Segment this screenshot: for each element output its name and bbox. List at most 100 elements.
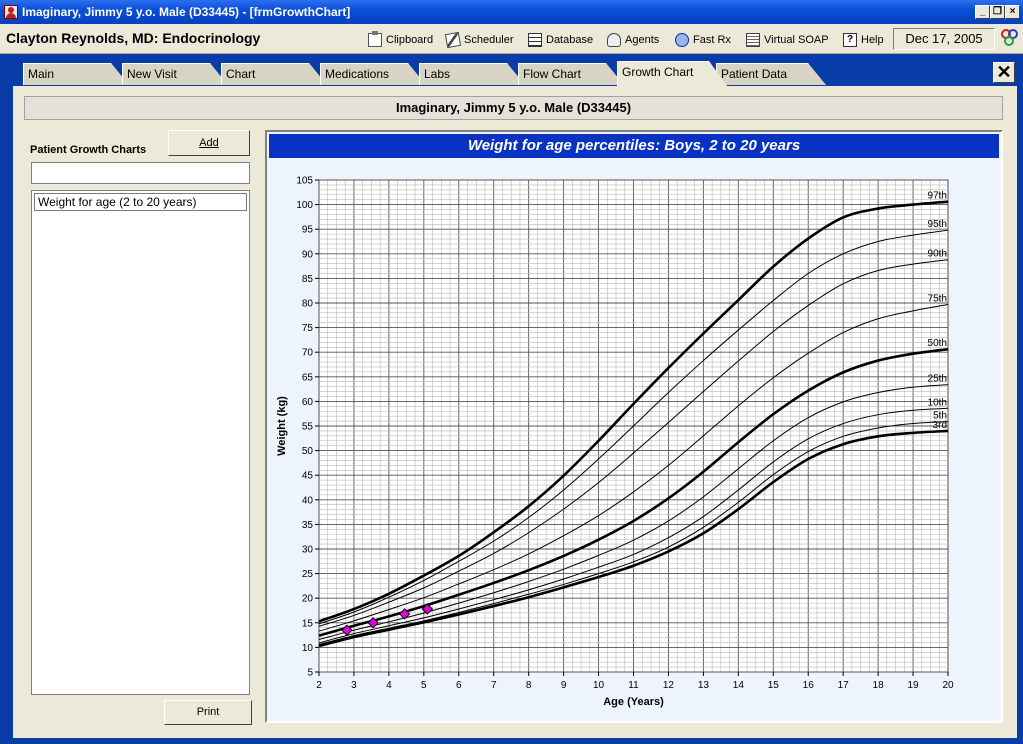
help-button[interactable]: ? Help bbox=[843, 32, 884, 48]
y-tick-label: 55 bbox=[302, 422, 314, 433]
chart-list[interactable]: Weight for age (2 to 20 years) bbox=[31, 190, 250, 695]
percentile-label-5th: 5th bbox=[933, 411, 947, 422]
clipboard-label: Clipboard bbox=[386, 34, 434, 46]
scheduler-icon bbox=[444, 31, 462, 49]
x-tick-label: 10 bbox=[593, 680, 605, 691]
patient-header: Imaginary, Jimmy 5 y.o. Male (D33445) bbox=[24, 96, 1003, 120]
y-axis-label: Weight (kg) bbox=[276, 396, 288, 456]
x-tick-label: 5 bbox=[421, 680, 427, 691]
y-tick-label: 35 bbox=[302, 520, 314, 531]
x-tick-label: 19 bbox=[907, 680, 919, 691]
percentile-line-97th bbox=[318, 200, 949, 623]
y-tick-label: 105 bbox=[296, 176, 313, 187]
percentile-label-10th: 10th bbox=[928, 397, 947, 408]
patient-growth-charts-label: Patient Growth Charts bbox=[30, 144, 147, 156]
percentile-label-95th: 95th bbox=[928, 219, 947, 230]
x-tick-label: 13 bbox=[698, 680, 710, 691]
database-icon bbox=[528, 33, 542, 47]
app-user-icon bbox=[4, 5, 18, 19]
x-tick-label: 16 bbox=[803, 680, 815, 691]
fast-rx-label: Fast Rx bbox=[693, 34, 731, 46]
percentile-line-25th bbox=[318, 384, 949, 641]
x-axis-label: Age (Years) bbox=[603, 696, 664, 708]
y-tick-label: 45 bbox=[302, 471, 314, 482]
y-tick-label: 20 bbox=[302, 594, 314, 605]
y-tick-label: 50 bbox=[302, 446, 314, 457]
y-tick-label: 95 bbox=[302, 225, 314, 236]
growth-chart-page: Imaginary, Jimmy 5 y.o. Male (D33445) Pa… bbox=[13, 86, 1017, 738]
tab-chart[interactable]: Chart bbox=[221, 63, 327, 85]
x-tick-label: 3 bbox=[351, 680, 357, 691]
percentile-line-5th bbox=[318, 421, 949, 645]
tab-labs[interactable]: Labs bbox=[419, 63, 525, 85]
tab-main[interactable]: Main bbox=[23, 63, 129, 85]
patient-data-point bbox=[421, 603, 434, 615]
virtual-soap-label: Virtual SOAP bbox=[764, 34, 829, 46]
x-tick-label: 17 bbox=[838, 680, 850, 691]
print-button[interactable]: Print bbox=[164, 700, 252, 725]
fast-rx-button[interactable]: Fast Rx bbox=[675, 32, 731, 48]
list-item[interactable]: Weight for age (2 to 20 years) bbox=[34, 193, 247, 211]
tab-patient-data[interactable]: Patient Data bbox=[716, 63, 826, 85]
percentile-label-75th: 75th bbox=[928, 293, 947, 304]
x-tick-label: 6 bbox=[456, 680, 462, 691]
x-tick-label: 4 bbox=[386, 680, 392, 691]
growth-chart-panel: 2 3 4 5 6 7 8 9 10 11 12 13 14 15 16 17 18 19 20 5 10 15 20 25 3… bbox=[265, 130, 1003, 723]
database-button[interactable]: Database bbox=[528, 32, 593, 48]
percentile-label-25th: 25th bbox=[928, 374, 947, 385]
restore-button[interactable]: ❐ bbox=[990, 5, 1005, 19]
percentile-line-90th bbox=[318, 259, 949, 627]
x-tick-label: 8 bbox=[526, 680, 532, 691]
growth-chart-svg: 2 3 4 5 6 7 8 9 10 11 12 13 14 15 16 17 18 19 205101520253… bbox=[276, 176, 954, 709]
chart-filter-input[interactable] bbox=[31, 162, 250, 184]
tab-growth-chart[interactable]: Growth Chart bbox=[617, 61, 727, 86]
add-chart-button[interactable]: Add bbox=[168, 130, 250, 156]
tab-flow-chart[interactable]: Flow Chart bbox=[518, 63, 624, 85]
x-tick-label: 20 bbox=[942, 680, 954, 691]
x-tick-label: 2 bbox=[316, 680, 322, 691]
patient-data-point bbox=[367, 617, 379, 629]
y-tick-label: 10 bbox=[302, 643, 314, 654]
percentile-line-10th bbox=[318, 407, 949, 644]
percentile-label-90th: 90th bbox=[928, 249, 947, 260]
virtual-soap-button[interactable]: Virtual SOAP bbox=[746, 32, 829, 48]
toolbar: Clayton Reynolds, MD: Endocrinology Clip… bbox=[0, 24, 1023, 54]
agents-label: Agents bbox=[625, 34, 660, 46]
percentile-label-97th: 97th bbox=[928, 191, 947, 202]
x-tick-label: 12 bbox=[663, 680, 675, 691]
percentile-line-3rd bbox=[318, 429, 949, 648]
y-tick-label: 80 bbox=[302, 299, 314, 310]
clipboard-button[interactable]: Clipboard bbox=[368, 31, 434, 48]
tab-medications[interactable]: Medications bbox=[320, 63, 426, 85]
percentile-label-50th: 50th bbox=[928, 338, 947, 349]
agents-button[interactable]: Agents bbox=[607, 32, 659, 48]
y-tick-label: 75 bbox=[302, 323, 314, 334]
y-tick-label: 100 bbox=[296, 200, 313, 211]
y-tick-label: 5 bbox=[307, 668, 313, 679]
percentile-line-50th bbox=[318, 347, 949, 637]
chart-title: Weight for age percentiles: Boys, 2 to 2… bbox=[269, 134, 999, 158]
x-tick-label: 9 bbox=[561, 680, 567, 691]
close-window-button[interactable]: × bbox=[1005, 5, 1020, 19]
x-tick-label: 15 bbox=[768, 680, 780, 691]
scheduler-button[interactable]: Scheduler bbox=[444, 31, 514, 49]
clipboard-icon bbox=[368, 31, 382, 47]
rings-logo-icon bbox=[1001, 29, 1021, 49]
title-bar: Imaginary, Jimmy 5 y.o. Male (D33445) - … bbox=[0, 0, 1023, 24]
virtual-soap-icon bbox=[746, 33, 760, 47]
x-tick-label: 11 bbox=[628, 680, 639, 691]
minimize-button[interactable]: _ bbox=[975, 5, 990, 19]
y-tick-label: 65 bbox=[302, 372, 314, 383]
window-title: Imaginary, Jimmy 5 y.o. Male (D33445) - … bbox=[22, 5, 351, 19]
tab-new-visit[interactable]: New Visit bbox=[122, 63, 228, 85]
current-date: Dec 17, 2005 bbox=[893, 28, 995, 50]
doctor-name: Clayton Reynolds, MD: Endocrinology bbox=[6, 30, 261, 46]
help-label: Help bbox=[861, 34, 884, 46]
y-tick-label: 70 bbox=[302, 348, 314, 359]
x-tick-label: 18 bbox=[873, 680, 885, 691]
close-tab-button[interactable]: ✕ bbox=[993, 62, 1015, 83]
y-tick-label: 85 bbox=[302, 274, 314, 285]
y-tick-label: 15 bbox=[302, 618, 314, 629]
percentile-line-75th bbox=[318, 303, 949, 632]
y-tick-label: 40 bbox=[302, 495, 314, 506]
